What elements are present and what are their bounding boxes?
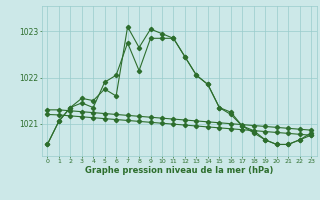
X-axis label: Graphe pression niveau de la mer (hPa): Graphe pression niveau de la mer (hPa): [85, 166, 273, 175]
